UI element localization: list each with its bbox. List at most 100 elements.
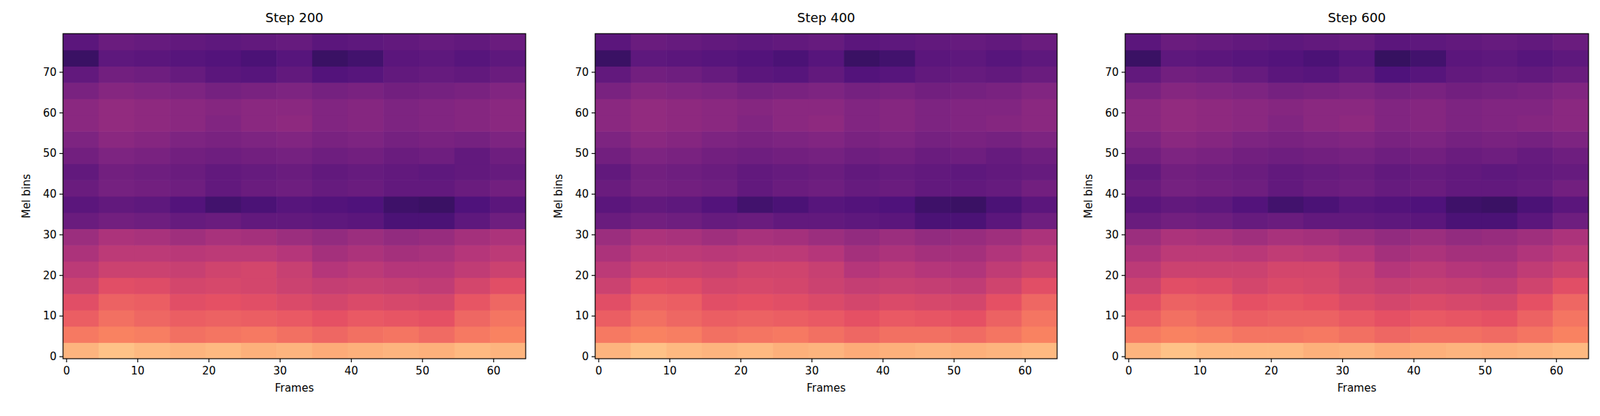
y-tick-label: 10	[1105, 309, 1119, 323]
cell	[63, 261, 99, 278]
cell	[1125, 98, 1161, 116]
cell	[630, 277, 667, 295]
cell	[489, 244, 526, 262]
cell	[1374, 115, 1411, 132]
cell	[736, 50, 773, 67]
cell	[1481, 212, 1518, 230]
cell	[1516, 212, 1553, 230]
cell	[630, 310, 667, 327]
cell	[205, 293, 242, 311]
cell	[879, 82, 916, 99]
cell	[348, 244, 384, 262]
cell	[1303, 33, 1340, 51]
cell	[1410, 293, 1447, 311]
cell	[1446, 196, 1482, 213]
cell	[1160, 228, 1197, 245]
cell	[1374, 261, 1411, 278]
x-tick	[1342, 358, 1343, 363]
cell	[418, 98, 455, 116]
cell	[1410, 82, 1447, 99]
cell	[312, 131, 349, 148]
cell	[630, 115, 667, 132]
cell	[1267, 98, 1304, 116]
cell	[1446, 228, 1482, 245]
cell	[169, 164, 206, 181]
y-tick	[591, 356, 596, 358]
x-tick-label: 40	[344, 364, 359, 378]
cell	[169, 131, 206, 148]
cell	[1374, 164, 1411, 181]
cell	[1374, 82, 1411, 99]
cell	[666, 326, 702, 344]
cell	[1374, 212, 1411, 230]
cell	[276, 293, 313, 311]
cell	[454, 196, 491, 213]
cell	[98, 212, 135, 230]
cell	[1481, 115, 1518, 132]
cell	[595, 244, 631, 262]
cell	[312, 115, 349, 132]
cell	[418, 115, 455, 132]
cell	[133, 179, 170, 197]
cell	[595, 310, 631, 327]
y-tick	[59, 71, 64, 73]
y-tick-label: 40	[1105, 187, 1119, 201]
cell	[736, 196, 773, 213]
cell	[950, 33, 987, 51]
cell	[772, 147, 809, 165]
cell	[1267, 33, 1304, 51]
cell	[98, 65, 135, 83]
cell	[418, 277, 455, 295]
cell	[1231, 164, 1268, 181]
cell	[915, 326, 952, 344]
cell	[454, 179, 491, 197]
cell	[312, 310, 349, 327]
x-tick-label: 10	[131, 364, 145, 378]
cell	[418, 212, 455, 230]
x-tick	[1199, 358, 1201, 363]
cell	[986, 277, 1023, 295]
cell	[1481, 164, 1518, 181]
cell	[1410, 164, 1447, 181]
cell	[276, 277, 313, 295]
x-tick	[740, 358, 742, 363]
cell	[595, 326, 631, 344]
cell	[489, 342, 526, 359]
cell	[63, 98, 99, 116]
cell	[736, 147, 773, 165]
cell	[1267, 65, 1304, 83]
cell	[1303, 277, 1340, 295]
cell	[915, 65, 952, 83]
x-tick	[350, 358, 352, 363]
cell	[843, 261, 880, 278]
cell	[843, 326, 880, 344]
cell	[1410, 65, 1447, 83]
cell	[1516, 164, 1553, 181]
y-tick	[1121, 275, 1126, 276]
x-tick-label: 40	[875, 364, 890, 378]
cell	[1021, 261, 1058, 278]
cell	[1374, 228, 1411, 245]
x-tick-label: 0	[63, 364, 71, 378]
cell	[1303, 326, 1340, 344]
cell	[1446, 164, 1482, 181]
cell	[666, 82, 702, 99]
cell	[630, 98, 667, 116]
cell	[1516, 115, 1553, 132]
cell	[1021, 131, 1058, 148]
cell	[736, 244, 773, 262]
cell	[1231, 310, 1268, 327]
x-axis-label: Frames	[806, 381, 846, 395]
cell	[1021, 310, 1058, 327]
cell	[879, 164, 916, 181]
cell	[348, 342, 384, 359]
cell	[312, 65, 349, 83]
cell	[986, 82, 1023, 99]
cell	[489, 131, 526, 148]
cell	[666, 310, 702, 327]
cell	[63, 179, 99, 197]
cell	[383, 82, 419, 99]
cell	[1516, 310, 1553, 327]
cell	[169, 115, 206, 132]
cell	[1410, 212, 1447, 230]
